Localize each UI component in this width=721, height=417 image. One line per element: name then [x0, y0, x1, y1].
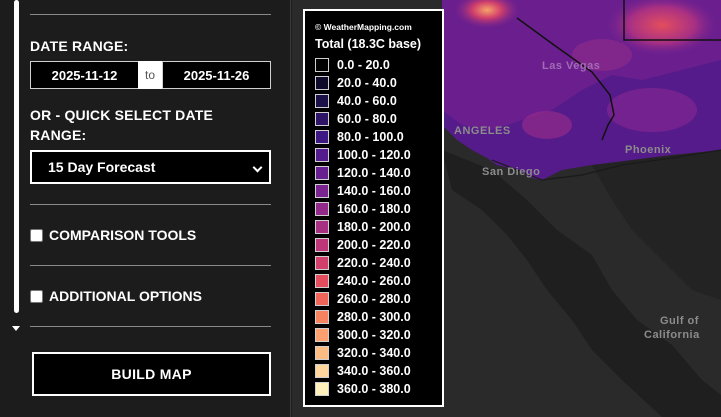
- chevron-down-icon: [252, 162, 263, 173]
- legend-item: 320.0 - 340.0: [315, 346, 411, 360]
- legend-item-label: 180.0 - 200.0: [337, 220, 411, 234]
- sidebar-scrollbar[interactable]: [14, 0, 19, 313]
- legend-item-label: 360.0 - 380.0: [337, 382, 411, 396]
- divider: [30, 326, 271, 327]
- quick-select-label: OR - QUICK SELECT DATE: [30, 107, 214, 123]
- divider: [30, 265, 271, 266]
- legend-swatch: [315, 238, 329, 252]
- legend-item-label: 0.0 - 20.0: [337, 58, 390, 72]
- legend-swatch: [315, 364, 329, 378]
- legend-item-label: 340.0 - 360.0: [337, 364, 411, 378]
- quick-select-dropdown[interactable]: 15 Day Forecast: [30, 150, 271, 184]
- legend-swatch: [315, 292, 329, 306]
- build-map-button[interactable]: BUILD MAP: [32, 352, 271, 396]
- legend-item-label: 200.0 - 220.0: [337, 238, 411, 252]
- legend-item: 220.0 - 240.0: [315, 256, 411, 270]
- legend-item-label: 160.0 - 180.0: [337, 202, 411, 216]
- comparison-tools-label: COMPARISON TOOLS: [49, 227, 197, 243]
- map-place-label: Las Vegas: [542, 60, 601, 72]
- map-place-label: Gulf of: [660, 315, 699, 327]
- legend-item-label: 100.0 - 120.0: [337, 148, 411, 162]
- legend-item: 240.0 - 260.0: [315, 274, 411, 288]
- legend-credit: © WeatherMapping.com: [315, 22, 412, 32]
- legend-swatch: [315, 112, 329, 126]
- legend-swatch: [315, 382, 329, 396]
- legend-swatch: [315, 94, 329, 108]
- additional-options-toggle[interactable]: ADDITIONAL OPTIONS: [30, 288, 202, 304]
- divider: [30, 204, 271, 205]
- map-canvas[interactable]: ANGELES San Diego Phoenix Las Vegas Gulf…: [292, 0, 721, 417]
- comparison-tools-toggle[interactable]: COMPARISON TOOLS: [30, 227, 196, 243]
- legend-item-label: 20.0 - 40.0: [337, 76, 397, 90]
- legend-item: 140.0 - 160.0: [315, 184, 411, 198]
- legend-item: 280.0 - 300.0: [315, 310, 411, 324]
- legend-item: 40.0 - 60.0: [315, 94, 397, 108]
- date-range-label: DATE RANGE:: [30, 38, 129, 54]
- legend-swatch: [315, 58, 329, 72]
- scroll-down-arrow-icon[interactable]: [12, 326, 20, 331]
- legend-item: 300.0 - 320.0: [315, 328, 411, 342]
- date-separator: to: [138, 61, 162, 89]
- end-date-input[interactable]: 2025-11-26: [162, 61, 271, 89]
- legend-item-label: 60.0 - 80.0: [337, 112, 397, 126]
- legend-swatch: [315, 184, 329, 198]
- legend-item-label: 140.0 - 160.0: [337, 184, 411, 198]
- legend-item: 260.0 - 280.0: [315, 292, 411, 306]
- legend-item: 60.0 - 80.0: [315, 112, 397, 126]
- legend-swatch: [315, 130, 329, 144]
- comparison-tools-checkbox[interactable]: [30, 228, 43, 242]
- quick-select-label-cont: RANGE:: [30, 127, 87, 143]
- legend-swatch: [315, 274, 329, 288]
- legend-swatch: [315, 346, 329, 360]
- map-place-label: ANGELES: [454, 125, 511, 137]
- legend-swatch: [315, 76, 329, 90]
- legend-item-label: 280.0 - 300.0: [337, 310, 411, 324]
- legend-item: 120.0 - 140.0: [315, 166, 411, 180]
- legend-item-label: 80.0 - 100.0: [337, 130, 404, 144]
- legend-swatch: [315, 310, 329, 324]
- legend-swatch: [315, 256, 329, 270]
- legend-item: 340.0 - 360.0: [315, 364, 411, 378]
- legend-item: 0.0 - 20.0: [315, 58, 390, 72]
- legend-item-label: 320.0 - 340.0: [337, 346, 411, 360]
- legend-swatch: [315, 202, 329, 216]
- legend-item-label: 40.0 - 60.0: [337, 94, 397, 108]
- legend-swatch: [315, 328, 329, 342]
- map-place-label: San Diego: [482, 166, 541, 178]
- legend-item: 360.0 - 380.0: [315, 382, 411, 396]
- legend-title: Total (18.3C base): [315, 37, 422, 51]
- legend-swatch: [315, 166, 329, 180]
- map-place-label: California: [644, 329, 700, 341]
- legend-swatch: [315, 148, 329, 162]
- map-legend: © WeatherMapping.com Total (18.3C base) …: [303, 9, 444, 407]
- legend-item: 180.0 - 200.0: [315, 220, 411, 234]
- legend-item: 20.0 - 40.0: [315, 76, 397, 90]
- additional-options-checkbox[interactable]: [30, 289, 43, 303]
- legend-item-label: 220.0 - 240.0: [337, 256, 411, 270]
- legend-item: 80.0 - 100.0: [315, 130, 404, 144]
- additional-options-label: ADDITIONAL OPTIONS: [49, 288, 202, 304]
- sidebar-panel: DATE RANGE: 2025-11-12 to 2025-11-26 OR …: [0, 0, 291, 417]
- legend-item: 200.0 - 220.0: [315, 238, 411, 252]
- legend-item-label: 120.0 - 140.0: [337, 166, 411, 180]
- legend-item: 100.0 - 120.0: [315, 148, 411, 162]
- legend-item-label: 300.0 - 320.0: [337, 328, 411, 342]
- legend-item-label: 260.0 - 280.0: [337, 292, 411, 306]
- map-place-label: Phoenix: [625, 144, 672, 156]
- divider: [30, 14, 271, 15]
- start-date-input[interactable]: 2025-11-12: [30, 61, 139, 89]
- legend-item-label: 240.0 - 260.0: [337, 274, 411, 288]
- quick-select-value: 15 Day Forecast: [48, 159, 156, 175]
- legend-item: 160.0 - 180.0: [315, 202, 411, 216]
- legend-swatch: [315, 220, 329, 234]
